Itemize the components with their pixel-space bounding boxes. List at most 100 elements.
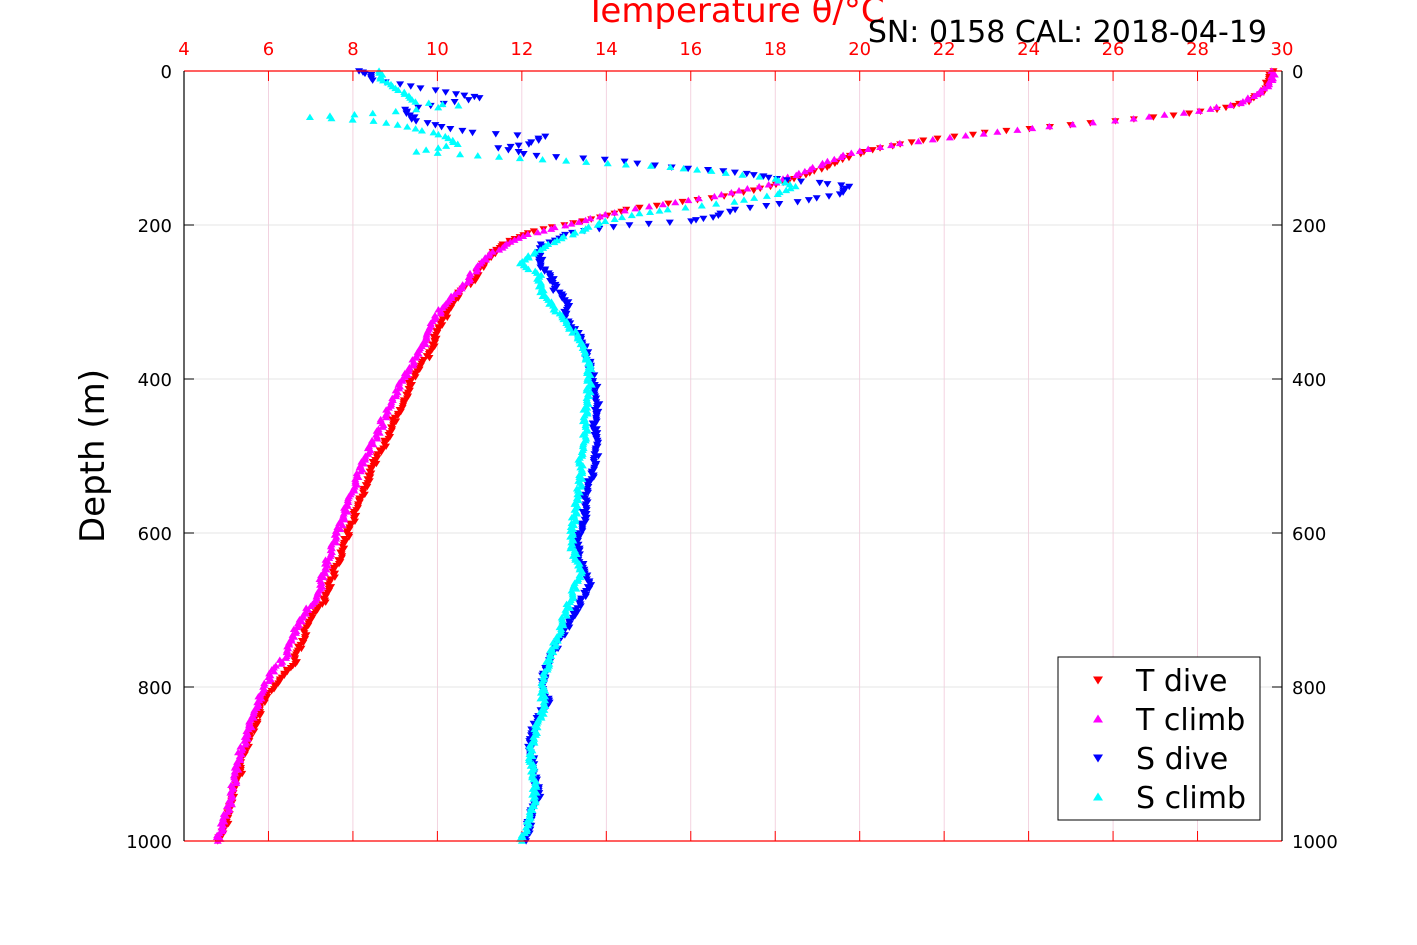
data-point [797,178,806,185]
y-tick-label-right: 0 [1292,62,1303,83]
data-point [693,166,702,173]
data-point [277,660,286,667]
data-point [437,124,446,131]
data-point [547,225,556,232]
data-point [791,182,800,190]
data-point [319,573,328,581]
data-point [1236,99,1245,107]
data-point [621,161,630,168]
data-point [519,150,528,158]
data-point [650,162,659,169]
data-point [464,97,473,104]
data-point [549,287,558,295]
data-point [1212,103,1221,110]
data-point [456,150,465,158]
data-point [671,198,680,206]
data-point [404,380,413,387]
data-point [530,739,539,746]
legend-box [1057,656,1261,821]
data-point [658,200,667,208]
x-tick-label: 26 [1102,39,1125,60]
data-point [434,103,443,111]
data-point [781,179,790,186]
x-tick-label: 14 [595,39,618,60]
data-point [529,228,538,235]
data-point [645,202,654,210]
data-point [536,694,545,702]
data-point [431,87,440,94]
data-point [546,656,555,663]
y-tick-label-right: 1000 [1292,832,1338,853]
data-point [475,95,484,102]
data-point [449,138,458,146]
data-point [666,163,675,171]
data-point [699,215,708,223]
data-point [663,206,672,213]
data-point [847,149,856,156]
data-point [393,121,402,128]
data-point [549,276,558,283]
data-point [782,186,791,194]
data-point [560,297,569,304]
data-point [540,268,549,275]
data-point [625,222,634,229]
data-point [1145,113,1154,120]
data-point [582,158,591,165]
data-point [714,212,723,219]
data-point [336,525,345,532]
plot-frame [183,70,1283,842]
data-point [297,645,306,653]
y-tick-label-left: 0 [161,62,172,83]
data-point [472,267,481,275]
data-point [411,125,420,132]
data-point [450,99,459,106]
legend: T dive T climb S dive S climb [1057,656,1261,821]
data-point [330,574,339,581]
data-point [382,413,391,421]
data-point [434,130,443,138]
data-point [712,200,721,207]
data-point [868,147,877,154]
data-point [735,187,744,194]
data-point [581,216,590,224]
data-point [538,155,547,163]
data-point [1028,124,1037,132]
x-axis-title: Temperature θ/°C [584,0,884,31]
data-point [406,83,415,90]
data-point [717,190,726,198]
data-point [600,156,609,164]
y-tick-label-right: 400 [1292,370,1326,391]
data-point [565,325,574,332]
legend-marker [1093,714,1103,723]
data-point [595,212,604,220]
data-point [646,162,655,169]
data-point [895,139,904,147]
data-point [494,145,503,152]
legend-label: S climb [1136,781,1246,816]
data-point [532,152,541,160]
data-point [495,153,504,160]
data-point [539,227,548,234]
data-point [551,308,560,315]
data-point [378,423,387,430]
data-point [473,152,482,159]
data-point [609,224,618,231]
data-point [1111,117,1120,124]
data-point [405,112,414,119]
data-point [533,228,542,236]
data-point [587,582,596,589]
data-point [627,211,636,219]
data-point [727,189,736,196]
data-point [350,518,359,526]
legend-label: T climb [1135,703,1245,738]
data-point [270,668,279,675]
data-point [446,125,455,133]
data-point [578,509,587,516]
data-point [618,213,627,221]
legend-label: S dive [1136,742,1228,777]
data-point [830,160,839,167]
data-point [746,204,755,212]
data-point [438,322,447,329]
data-point [425,355,434,362]
